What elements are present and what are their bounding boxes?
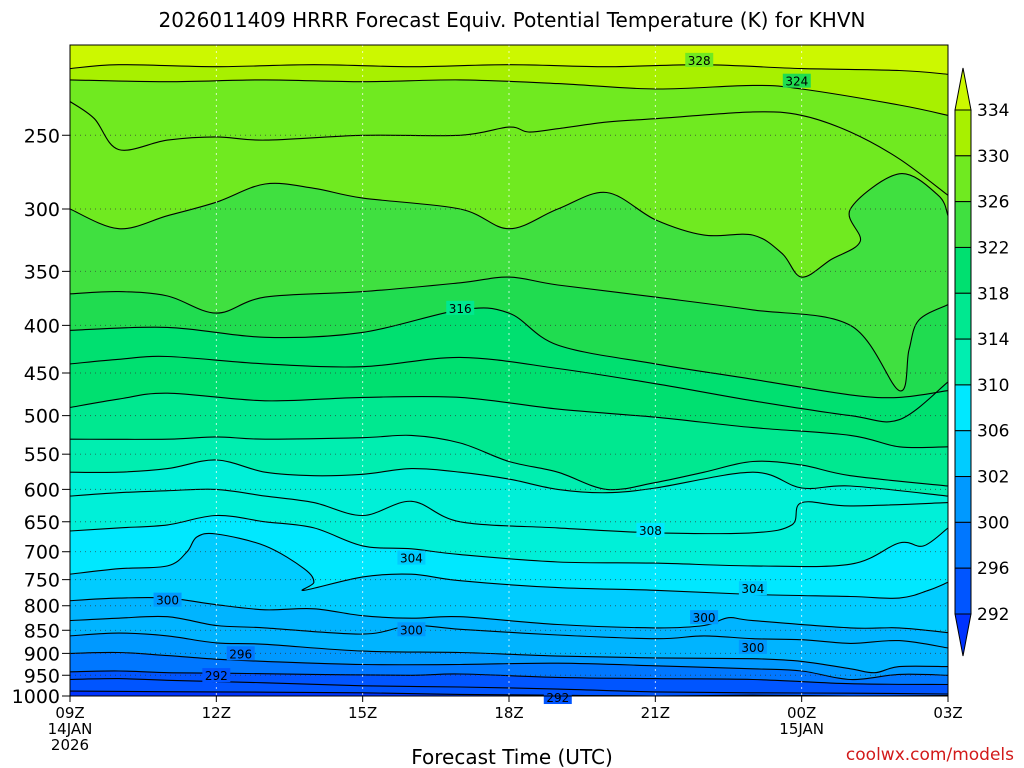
contour-label-bg — [543, 690, 572, 705]
contour-label: 300 — [400, 623, 423, 637]
contour-label-bg — [397, 550, 426, 565]
contour-label: 316 — [449, 302, 472, 316]
colorbar-tick-label: 314 — [977, 330, 1009, 350]
colorbar-segment — [954, 476, 972, 523]
credit-text: coolwx.com/models — [845, 745, 1014, 765]
colorbar-tick-label: 318 — [977, 284, 1009, 304]
contour-label: 300 — [741, 641, 764, 655]
y-tick-label: 500 — [24, 406, 60, 428]
contour-label-bg — [153, 592, 182, 607]
x-tick-label: 14JAN — [48, 720, 93, 738]
contour-line — [69, 532, 949, 599]
contour-label: 308 — [639, 524, 662, 538]
contour-line — [69, 678, 949, 695]
y-tick-label: 950 — [24, 665, 60, 687]
contour-label-bg — [782, 73, 811, 88]
contour-label-bg — [636, 522, 665, 537]
y-tick-label: 300 — [24, 199, 60, 221]
colorbar-tick-label: 330 — [977, 147, 1009, 167]
contour-band — [70, 678, 948, 696]
x-tick-label: 18Z — [494, 704, 523, 722]
x-axis-label: Forecast Time (UTC) — [411, 745, 613, 768]
colorbar-segment — [954, 155, 972, 203]
y-tick-label: 1000 — [12, 686, 60, 708]
colorbar-tick-label: 302 — [977, 468, 1009, 488]
contour-line — [69, 514, 949, 568]
contour-label: 292 — [546, 691, 569, 705]
colorbar-segment — [954, 246, 972, 294]
x-tick-label: 12Z — [202, 704, 231, 722]
colorbar-tick-label: 296 — [977, 559, 1009, 579]
y-tick-label: 250 — [24, 125, 60, 147]
contour-label-bg — [226, 646, 255, 661]
contour-label: 304 — [741, 582, 764, 596]
colorbar-segment — [954, 109, 972, 157]
contour-line — [69, 276, 949, 392]
y-tick-label: 450 — [24, 363, 60, 385]
colorbar-tick-label: 306 — [977, 422, 1009, 442]
contour-label: 304 — [400, 552, 423, 566]
x-tick-label: 00Z — [787, 704, 816, 722]
colorbar-segment — [954, 201, 972, 248]
y-tick-label: 350 — [24, 261, 60, 283]
colorbar-tick-label: 300 — [977, 513, 1009, 533]
colorbar-segment — [954, 430, 972, 478]
y-tick-label: 550 — [24, 444, 60, 466]
x-tick-label: 15Z — [348, 704, 377, 722]
contour-line — [69, 434, 949, 491]
chart-title: 2026011409 HRRR Forecast Equiv. Potentia… — [158, 8, 866, 32]
y-tick-label: 900 — [24, 643, 60, 665]
contour-label: 292 — [205, 669, 228, 683]
x-tick-label: 15JAN — [779, 720, 824, 738]
contour-line — [69, 101, 949, 196]
contour-line — [69, 307, 949, 399]
contour-line — [69, 173, 949, 278]
y-tick-label: 800 — [24, 596, 60, 618]
contour-line — [69, 459, 949, 497]
y-tick-label: 600 — [24, 479, 60, 501]
colorbar-tick-label: 326 — [977, 193, 1009, 213]
contour-label-bg — [202, 668, 231, 683]
contour-label-bg — [738, 581, 767, 596]
y-tick-label: 700 — [24, 542, 60, 564]
colorbar-extend-top — [954, 67, 972, 111]
colorbar-segment — [954, 338, 972, 386]
contour-label: 296 — [229, 647, 252, 661]
colorbar-tick-label: 310 — [977, 376, 1009, 396]
contour-line — [69, 670, 949, 686]
y-tick-label: 400 — [24, 315, 60, 337]
contour-label: 328 — [688, 54, 711, 68]
colorbar-segment — [954, 292, 972, 340]
colorbar-tick-label: 292 — [977, 605, 1009, 625]
contour-line — [69, 632, 949, 674]
x-tick-label: 03Z — [933, 704, 962, 722]
x-tick-label: 21Z — [641, 704, 670, 722]
colorbar-segment — [954, 521, 972, 569]
contour-label-bg — [685, 52, 714, 67]
colorbar-tick-label: 322 — [977, 238, 1009, 258]
contour-line — [69, 79, 949, 116]
contour-label-bg — [397, 622, 426, 637]
contour-label: 300 — [156, 594, 179, 608]
contour-label: 300 — [693, 611, 716, 625]
contour-label-bg — [446, 300, 475, 315]
contour-line — [69, 596, 949, 634]
contour-line — [69, 392, 949, 449]
contour-label-bg — [738, 639, 767, 654]
colorbar-extend-bottom — [954, 613, 972, 657]
colorbar-segment — [954, 567, 972, 615]
contour-label: 324 — [785, 75, 808, 89]
contour-line — [69, 615, 949, 649]
colorbar-segment — [954, 384, 972, 432]
y-tick-label: 750 — [24, 570, 60, 592]
x-tick-label: 09Z — [55, 704, 84, 722]
colorbar-tick-label: 334 — [977, 101, 1009, 121]
y-tick-label: 650 — [24, 512, 60, 534]
x-tick-label: 2026 — [51, 736, 89, 754]
contour-label-bg — [690, 610, 719, 625]
y-tick-label: 850 — [24, 620, 60, 642]
